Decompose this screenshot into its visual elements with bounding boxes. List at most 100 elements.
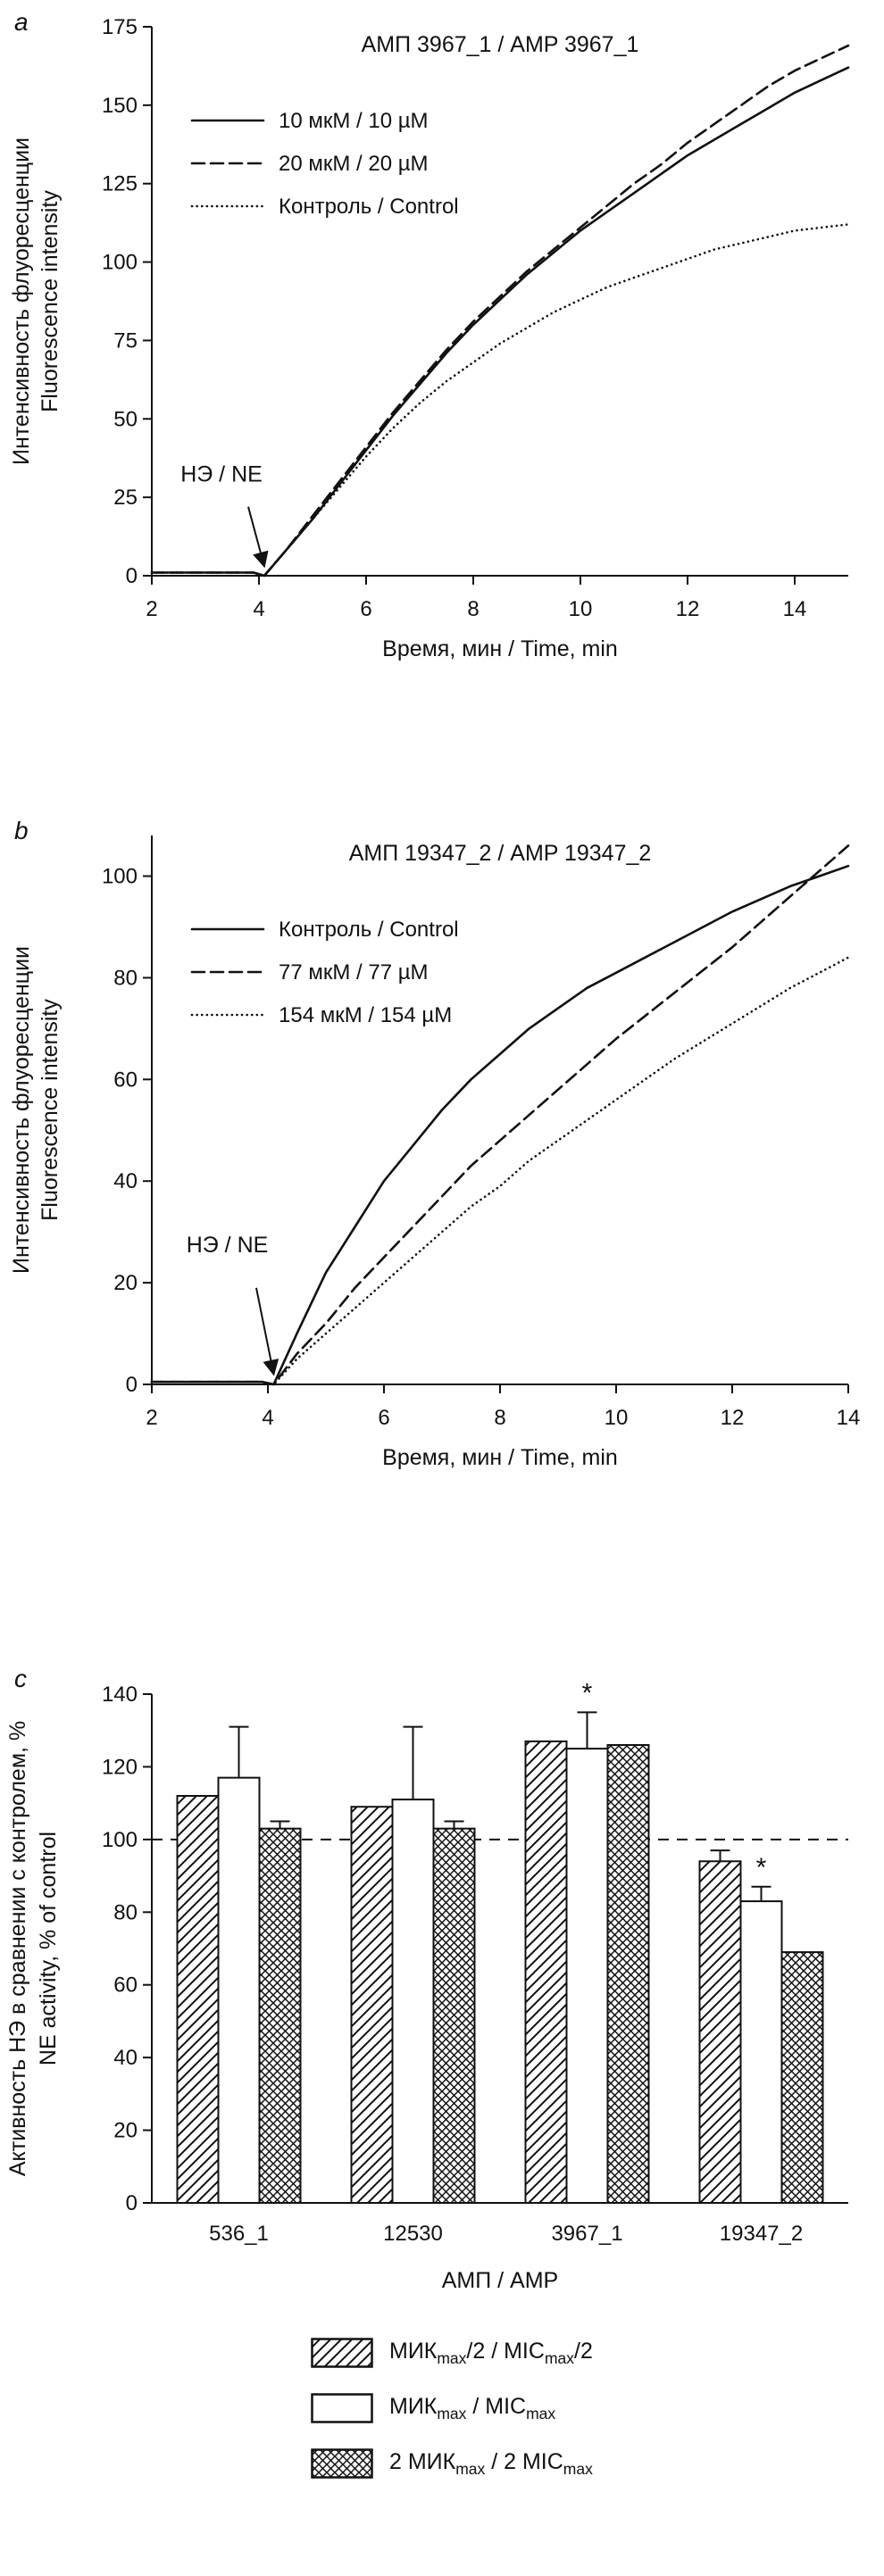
y-tick-label: 100	[102, 251, 138, 275]
legend-label: МИКmax / MICmax	[389, 2393, 556, 2422]
legend-swatch-rect	[311, 2393, 373, 2423]
x-tick-label: 8	[494, 1406, 505, 1430]
bar	[350, 1806, 394, 2204]
y-tick-label: 125	[102, 172, 138, 196]
legend-label: МИКmax/2 / MICmax/2	[389, 2338, 593, 2367]
subscript: max	[563, 2459, 593, 2478]
series-line-2	[150, 956, 850, 1386]
panel-c-bar-chart: 0 20 40 60 80 100 120 140 536_1 12530 * 3967_1 * 1934…	[5, 1665, 848, 2293]
legend-item: 2 МИКmax / 2 MICmax	[311, 2448, 884, 2479]
bar	[565, 1748, 609, 2204]
series-line-1	[150, 44, 850, 578]
ne-annotation-arrow	[255, 1287, 279, 1376]
y-tick-label: 175	[102, 15, 138, 39]
y-tick-label: 80	[113, 1900, 138, 1924]
series-line-1	[150, 844, 850, 1386]
bar	[176, 1795, 220, 2204]
x-tick-label: 2	[146, 597, 157, 621]
y-axis-label-en: NE activity, % of control	[36, 1832, 61, 2065]
subscript: max	[526, 2404, 556, 2422]
axes	[151, 835, 848, 1385]
legend-swatch-rect	[311, 2338, 373, 2368]
y-tick-label: 20	[113, 1271, 138, 1295]
legend-entry-label: 154 мкМ / 154 µM	[279, 1003, 452, 1027]
chart-title: АМП 3967_1 / AMP 3967_1	[362, 32, 639, 57]
significance-marker: *	[756, 1853, 767, 1882]
subscript: max	[544, 2348, 574, 2367]
panel-a-line-chart: 2 4 6 8 10 12 14 0 25 50 75 100 125 150 175 АМП 3967_1 …	[9, 8, 850, 661]
figure-legend: МИКmax/2 / MICmax/2 МИКmax / MICmax 2 МИКm…	[0, 2310, 884, 2576]
legend-label: 2 МИКmax / 2 MICmax	[389, 2448, 593, 2478]
x-tick-label: 10	[569, 597, 593, 621]
x-tick-label: 14	[837, 1406, 861, 1430]
legend-swatch-none-icon	[311, 2393, 373, 2423]
category-label: 536_1	[209, 2222, 269, 2246]
legend-item: МИКmax / MICmax	[311, 2393, 884, 2423]
y-axis-label-en: Fluorescence intensity	[38, 190, 63, 412]
y-tick-label: 25	[113, 486, 138, 510]
y-tick-label: 150	[102, 94, 138, 118]
legend-entry-label: 10 мкМ / 10 µM	[279, 109, 429, 133]
y-tick-label: 140	[102, 1683, 138, 1707]
subscript: max	[437, 2404, 467, 2422]
category-label: 19347_2	[720, 2222, 803, 2246]
x-tick-label: 6	[378, 1406, 389, 1430]
bar	[391, 1799, 435, 2204]
x-tick-label: 14	[783, 597, 807, 621]
legend-entry-label: 77 мкМ / 77 µM	[279, 960, 429, 985]
significance-marker: *	[582, 1678, 593, 1708]
legend-item: МИКmax/2 / MICmax/2	[311, 2338, 884, 2368]
legend-swatch-cross-icon	[311, 2448, 373, 2479]
y-tick-label: 75	[113, 328, 138, 353]
y-axis-label-ru: Активность НЭ в сравнении с контролем, %	[5, 1721, 30, 2176]
axes	[151, 27, 848, 577]
y-tick-label: 40	[113, 1169, 138, 1193]
bar	[739, 1900, 783, 2204]
legend-entry-label: 20 мкМ / 20 µM	[279, 152, 429, 176]
y-tick-label: 100	[102, 865, 138, 889]
bar	[780, 1951, 824, 2204]
x-tick-label: 6	[360, 597, 371, 621]
subscript: max	[455, 2459, 486, 2478]
ne-annotation-label: НЭ / NE	[187, 1233, 269, 1258]
y-tick-label: 120	[102, 1755, 138, 1779]
y-tick-label: 20	[113, 2119, 138, 2143]
panel-b-line-chart: 2 4 6 8 10 12 14 0 20 40 60 80 100 АМП 19347_2 / AMP …	[9, 817, 861, 1470]
legend-entry-label: Контроль / Control	[279, 918, 459, 942]
bar	[698, 1860, 742, 2205]
x-axis-label: Время, мин / Time, min	[382, 636, 618, 661]
panel-letter: c	[14, 1665, 27, 1692]
y-tick-label: 50	[113, 407, 138, 431]
legend-entry-label: Контроль / Control	[279, 195, 459, 219]
bar	[606, 1744, 650, 2204]
y-tick-label: 40	[113, 2046, 138, 2070]
category-label: 12530	[383, 2222, 443, 2246]
y-tick-label: 60	[113, 1974, 138, 1998]
x-tick-label: 2	[146, 1406, 157, 1430]
y-tick-label: 0	[126, 2191, 138, 2215]
y-axis-label-ru: Интенсивность флуоресценции	[9, 137, 34, 465]
subscript: max	[437, 2348, 467, 2367]
y-tick-label: 60	[113, 1068, 138, 1092]
series-line-0	[150, 66, 850, 578]
x-tick-label: 8	[467, 597, 479, 621]
y-axis-label-en: Fluorescence intensity	[38, 999, 63, 1221]
bar	[432, 1827, 476, 2204]
y-tick-label: 0	[126, 564, 138, 588]
ne-annotation-label: НЭ / NE	[180, 462, 263, 487]
x-tick-label: 4	[253, 597, 264, 621]
x-axis-label: Время, мин / Time, min	[382, 1445, 618, 1470]
y-tick-label: 80	[113, 966, 138, 990]
y-axis-label-ru: Интенсивность флуоресценции	[9, 946, 34, 1274]
series-line-0	[150, 864, 850, 1386]
bar	[524, 1740, 568, 2204]
legend-swatch-rect	[311, 2448, 373, 2479]
legend-swatch-diagonal-icon	[311, 2338, 373, 2368]
chart-title: АМП 19347_2 / AMP 19347_2	[349, 841, 652, 866]
x-tick-label: 12	[721, 1406, 745, 1430]
category-label: 3967_1	[551, 2222, 622, 2246]
bar	[258, 1827, 302, 2204]
x-tick-label: 10	[605, 1406, 629, 1430]
x-tick-label: 12	[676, 597, 700, 621]
